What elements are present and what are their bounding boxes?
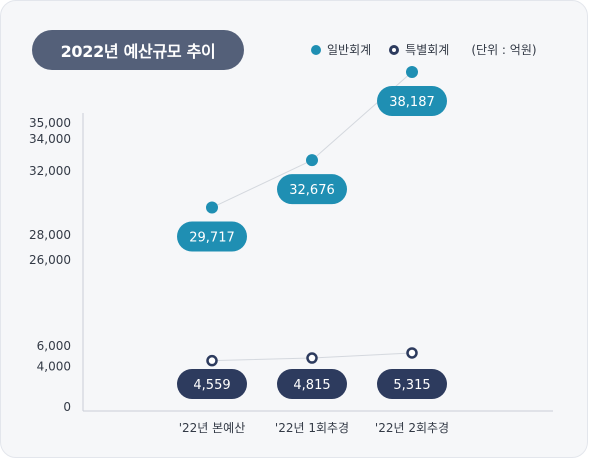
y-tick-label: 26,000 xyxy=(29,253,71,267)
point-special xyxy=(206,354,218,367)
legend: 일반회계 특별회계 (단위 : 억원) xyxy=(311,41,537,58)
point-special xyxy=(406,347,418,359)
x-category-label: '22년 2회추경 xyxy=(375,421,449,435)
y-tick-label: 0 xyxy=(63,400,71,414)
y-tick-label: 35,000 xyxy=(29,116,71,130)
point-general xyxy=(206,201,218,214)
data-label-general: 32,676 xyxy=(289,183,335,198)
legend-item-special: 특별회계 xyxy=(389,41,449,58)
x-category-label: '22년 본예산 xyxy=(179,421,246,435)
x-category-label: '22년 1회추경 xyxy=(275,421,349,435)
data-label-special: 4,815 xyxy=(293,378,330,393)
data-label-special: 5,315 xyxy=(393,378,430,393)
value-pill-general xyxy=(277,174,347,205)
legend-ring-special-icon xyxy=(389,44,400,55)
chart-title: 2022년 예산규모 추이 xyxy=(32,30,244,70)
legend-label-special: 특별회계 xyxy=(405,43,450,57)
value-pill-general xyxy=(177,221,247,252)
legend-dot-general-icon xyxy=(311,44,321,55)
y-tick-label: 34,000 xyxy=(29,132,71,146)
y-tick-label: 6,000 xyxy=(37,339,71,353)
legend-label-general: 일반회계 xyxy=(327,43,372,57)
value-pill-special xyxy=(277,369,347,399)
value-pill-special xyxy=(177,369,247,399)
point-general xyxy=(306,154,318,167)
value-pill-special xyxy=(377,369,447,399)
y-tick-label: 28,000 xyxy=(29,228,71,242)
data-label-special: 4,559 xyxy=(193,378,230,393)
point-general xyxy=(406,66,418,79)
point-special xyxy=(306,352,318,364)
y-tick-label: 32,000 xyxy=(29,164,71,178)
value-pill-general xyxy=(377,86,447,117)
unit-label: (단위 : 억원) xyxy=(471,43,537,57)
data-label-general: 38,187 xyxy=(389,95,435,110)
legend-item-general: 일반회계 xyxy=(311,41,371,58)
y-tick-label: 4,000 xyxy=(37,359,71,373)
data-label-general: 29,717 xyxy=(189,231,235,246)
